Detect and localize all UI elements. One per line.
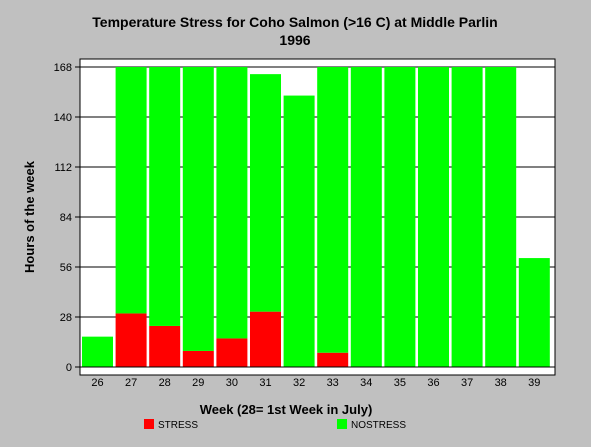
y-tick-label: 112 bbox=[54, 162, 72, 174]
x-tick-label-33: 33 bbox=[327, 377, 339, 389]
y-tick-label: 28 bbox=[60, 312, 72, 324]
x-axis-label: Week (28= 1st Week in July) bbox=[200, 402, 373, 417]
bar-stress-31 bbox=[250, 311, 281, 367]
y-tick-label: 84 bbox=[60, 212, 72, 224]
bar-nostress-33 bbox=[317, 67, 349, 353]
bar-nostress-26 bbox=[82, 336, 113, 367]
bar-nostress-28 bbox=[149, 67, 181, 326]
y-tick-label: 168 bbox=[54, 62, 72, 74]
bar-nostress-36 bbox=[418, 67, 449, 367]
y-axis-label: Hours of the week bbox=[22, 160, 37, 273]
chart-subtitle: 1996 bbox=[279, 32, 310, 48]
bar-nostress-27 bbox=[115, 67, 147, 314]
x-tick-label-30: 30 bbox=[226, 377, 238, 389]
bar-nostress-38 bbox=[485, 67, 517, 367]
legend: STRESS NOSTRESS bbox=[144, 419, 406, 431]
x-tick-label-26: 26 bbox=[91, 377, 103, 389]
x-tick-label-31: 31 bbox=[259, 377, 271, 389]
bar-nostress-29 bbox=[182, 67, 214, 351]
bar-stress-29 bbox=[182, 350, 214, 367]
x-tick-label-39: 39 bbox=[528, 377, 540, 389]
bar-stress-33 bbox=[317, 352, 349, 367]
y-tick-label: 140 bbox=[54, 112, 72, 124]
legend-label-nostress: NOSTRESS bbox=[351, 420, 406, 431]
bar-stress-27 bbox=[115, 313, 147, 367]
x-tick-label-38: 38 bbox=[495, 377, 507, 389]
bar-nostress-35 bbox=[384, 67, 416, 367]
y-tick-label: 0 bbox=[66, 362, 72, 374]
chart-title: Temperature Stress for Coho Salmon (>16 … bbox=[92, 14, 497, 30]
bar-nostress-34 bbox=[350, 67, 382, 367]
bar-nostress-37 bbox=[451, 67, 483, 367]
legend-swatch-nostress bbox=[337, 419, 347, 429]
x-tick-label-35: 35 bbox=[394, 377, 406, 389]
x-tick-label-32: 32 bbox=[293, 377, 305, 389]
y-tick-label: 56 bbox=[60, 262, 72, 274]
x-tick-label-27: 27 bbox=[125, 377, 137, 389]
bar-nostress-39 bbox=[518, 258, 550, 367]
legend-label-stress: STRESS bbox=[158, 420, 198, 431]
bar-stress-28 bbox=[149, 325, 181, 367]
x-tick-label-29: 29 bbox=[192, 377, 204, 389]
bar-nostress-30 bbox=[216, 67, 248, 339]
legend-swatch-stress bbox=[144, 419, 154, 429]
bar-stress-30 bbox=[216, 338, 248, 367]
bars bbox=[82, 67, 550, 368]
y-tick-labels: 0 28 56 84 112 140 168 bbox=[54, 62, 80, 374]
x-tick-label-28: 28 bbox=[159, 377, 171, 389]
x-tick-labels: 26 27 28 29 30 31 32 33 34 35 36 37 38 39 bbox=[91, 377, 540, 389]
x-tick-label-36: 36 bbox=[427, 377, 439, 389]
x-tick-label-37: 37 bbox=[461, 377, 473, 389]
x-tick-label-34: 34 bbox=[360, 377, 372, 389]
bar-nostress-31 bbox=[250, 74, 281, 312]
bar-nostress-32 bbox=[283, 95, 315, 368]
